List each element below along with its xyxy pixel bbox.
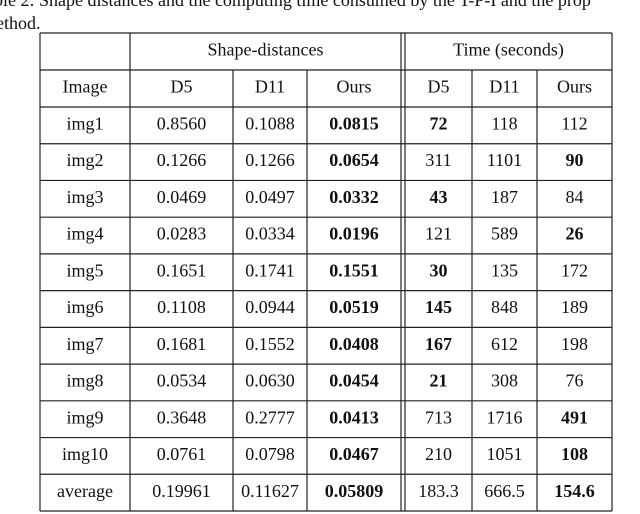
cell: 0.1681 (157, 334, 207, 354)
cell: 0.1551 (329, 260, 379, 280)
cell: 0.0761 (157, 444, 207, 464)
cell: img9 (66, 407, 103, 427)
cell: 0.05809 (325, 481, 384, 501)
column-header: D5 (171, 77, 193, 97)
cell: 0.2777 (245, 407, 295, 427)
cell: 311 (425, 150, 451, 170)
cell: 84 (566, 187, 584, 207)
cell: 0.0654 (329, 150, 379, 170)
cell: 76 (566, 371, 584, 391)
cell: 198 (561, 334, 588, 354)
cell: 0.0519 (329, 297, 379, 317)
cell: img6 (66, 297, 103, 317)
group-header: Shape-distances (208, 40, 324, 60)
cell: 0.0469 (157, 187, 207, 207)
cell: 167 (425, 334, 452, 354)
cell: img8 (66, 371, 103, 391)
column-header: D11 (255, 77, 285, 97)
cell: 21 (430, 371, 448, 391)
cell: img7 (66, 334, 103, 354)
cell: 0.0815 (329, 113, 379, 133)
cell: 1101 (487, 150, 522, 170)
column-header: D5 (428, 77, 450, 97)
cell: 0.0798 (245, 444, 295, 464)
cell: 0.19961 (152, 481, 211, 501)
cell: 0.0196 (329, 224, 379, 244)
cell: 0.0534 (157, 371, 207, 391)
cell: 90 (566, 150, 584, 170)
cell: 0.0467 (329, 444, 379, 464)
cell: img4 (66, 224, 103, 244)
cell: 112 (561, 113, 587, 133)
cell: img10 (62, 444, 108, 464)
cell: 491 (561, 407, 588, 427)
cell: 187 (491, 187, 518, 207)
cell: img1 (66, 113, 103, 133)
cell: 0.1741 (245, 260, 295, 280)
cell: 0.1552 (245, 334, 295, 354)
caption-line: ethod. (0, 13, 41, 33)
cell: 0.0497 (245, 187, 295, 207)
cell: 0.8560 (157, 113, 207, 133)
cell: 0.0944 (245, 297, 295, 317)
caption-line: ble 2: Shape distances and the computing… (0, 0, 591, 10)
cell: 172 (561, 260, 588, 280)
group-header: Time (seconds) (453, 40, 564, 61)
cell: 713 (425, 407, 452, 427)
cell: 121 (425, 224, 452, 244)
cell: 0.11627 (241, 481, 299, 501)
cell: 308 (491, 371, 518, 391)
cell: 0.0283 (157, 224, 207, 244)
cell: 0.0454 (329, 371, 379, 391)
cell: 0.1266 (157, 150, 207, 170)
cell: 145 (425, 297, 452, 317)
cell: 135 (491, 260, 518, 280)
column-header: Ours (557, 77, 592, 97)
cell: average (57, 481, 113, 501)
cell: 1051 (487, 444, 523, 464)
cell: 118 (491, 113, 517, 133)
cell: 666.5 (484, 481, 525, 501)
cell: 0.0408 (329, 334, 379, 354)
cell: 108 (561, 444, 588, 464)
column-header: D11 (489, 77, 519, 97)
cell: 189 (561, 297, 588, 317)
cell: 43 (430, 187, 448, 207)
cell: 612 (491, 334, 518, 354)
cell: 0.1266 (245, 150, 295, 170)
cell: 0.0413 (329, 407, 379, 427)
cell: 0.0334 (245, 224, 295, 244)
cell: 589 (491, 224, 518, 244)
cell: 0.1108 (157, 297, 206, 317)
cell: 0.1088 (245, 113, 295, 133)
cell: 154.6 (554, 481, 595, 501)
cell: 0.0332 (329, 187, 379, 207)
cell: img5 (66, 260, 103, 280)
cell: 183.3 (418, 481, 459, 501)
cell: 0.0630 (245, 371, 295, 391)
cell: 848 (491, 297, 518, 317)
cell: 72 (430, 113, 448, 133)
cell: img3 (66, 187, 103, 207)
cell: 210 (425, 444, 452, 464)
cell: 26 (566, 224, 584, 244)
cell: 0.3648 (157, 407, 207, 427)
column-header: Ours (337, 77, 372, 97)
column-header: Image (63, 77, 108, 97)
cell: 0.1651 (157, 260, 207, 280)
cell: img2 (66, 150, 103, 170)
cell: 1716 (487, 407, 523, 427)
cell: 30 (430, 260, 448, 280)
